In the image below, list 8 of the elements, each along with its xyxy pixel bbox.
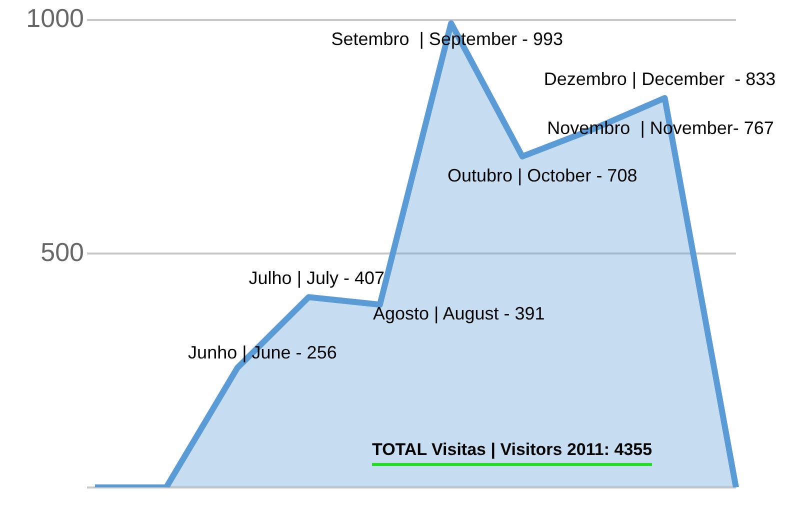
data-label: Dezembro | December - 833 [544,69,776,90]
data-label: Junho | June - 256 [188,342,337,363]
y-tick-label: 1000 [26,3,84,34]
y-tick-label: 500 [40,236,84,267]
data-label: Outubro | October - 708 [447,165,638,186]
data-label: Julho | July - 407 [248,268,385,288]
annotation: TOTAL Visitas | Visitors 2011: 4355 [372,440,652,466]
data-label: Agosto | August - 391 [372,304,545,324]
